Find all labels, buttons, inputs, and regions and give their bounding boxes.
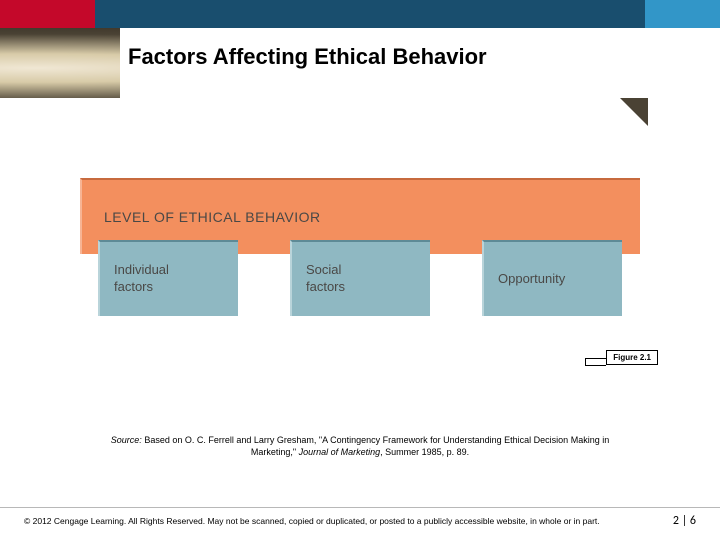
figure-label: Figure 2.1 <box>606 350 658 365</box>
factor-opportunity: Opportunity <box>482 240 622 316</box>
factor-boxes-row: Individualfactors Socialfactors Opportun… <box>98 240 622 316</box>
header-stripe-cyan <box>645 0 720 28</box>
factor-label: Opportunity <box>498 271 565 288</box>
factor-social: Socialfactors <box>290 240 430 316</box>
factor-label: Individualfactors <box>114 262 169 296</box>
copyright-text: © 2012 Cengage Learning. All Rights Rese… <box>24 516 600 526</box>
page-title: Factors Affecting Ethical Behavior <box>128 44 487 70</box>
header-notch-icon <box>620 98 648 126</box>
source-journal: Journal of Marketing <box>299 447 381 457</box>
source-prefix: Source: <box>111 435 142 445</box>
ethical-behavior-diagram: LEVEL OF ETHICAL BEHAVIOR Individualfact… <box>80 178 640 348</box>
level-bar-label: LEVEL OF ETHICAL BEHAVIOR <box>104 209 321 225</box>
header-stripe-blue <box>0 0 720 28</box>
page-number: 2 | 6 <box>673 514 696 528</box>
footer-divider <box>0 507 720 508</box>
factor-label: Socialfactors <box>306 262 345 296</box>
factor-individual: Individualfactors <box>98 240 238 316</box>
source-text-2: , Summer 1985, p. 89. <box>380 447 469 457</box>
source-citation: Source: Based on O. C. Ferrell and Larry… <box>0 435 720 458</box>
header-stripe-red <box>0 0 95 28</box>
